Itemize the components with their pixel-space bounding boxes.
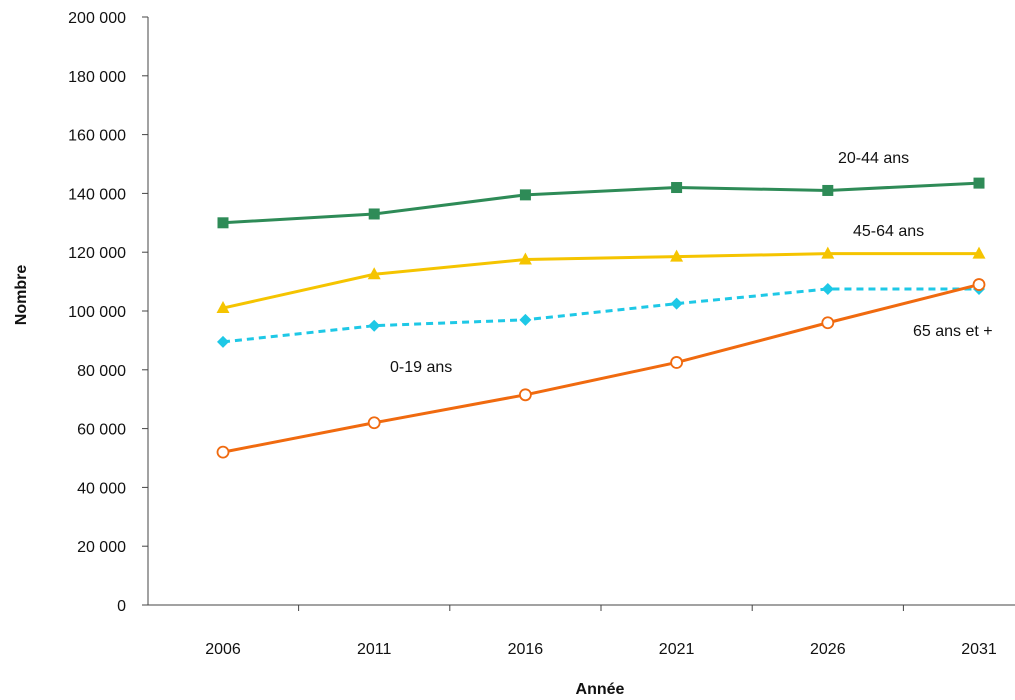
x-tick-label: 2026 — [810, 641, 846, 658]
y-tick-label: 200 000 — [68, 10, 126, 27]
data-point — [519, 313, 532, 326]
x-tick-label: 2011 — [357, 641, 392, 658]
series-45-64-ans — [216, 246, 986, 314]
data-point — [216, 445, 230, 459]
data-point — [519, 388, 532, 402]
x-tick-label: 2021 — [659, 641, 695, 658]
series-line — [222, 252, 979, 310]
data-point — [367, 267, 381, 280]
y-tick-label: 0 — [117, 598, 126, 615]
data-point — [821, 282, 834, 295]
y-axis-title: Nombre — [13, 265, 30, 326]
x-axis-title: Année — [576, 681, 625, 698]
data-point — [368, 319, 381, 332]
x-axis-ticks: 2006 2011 2016 2021 2026 2031 — [205, 605, 997, 658]
series-0-19-ans — [217, 282, 985, 348]
series-labels: 20-44 ans 45-64 ans 0-19 ans 65 ans et + — [390, 150, 993, 376]
data-point — [217, 217, 229, 229]
data-point — [821, 316, 835, 330]
y-axis-ticks: 0 20 000 40 000 60 000 80 000 100 000 120 000 1… — [68, 10, 148, 615]
data-point — [670, 356, 683, 369]
series-65-ans-et- — [216, 278, 986, 459]
data-point — [972, 278, 986, 291]
y-tick-label: 80 000 — [77, 363, 126, 380]
data-point — [216, 301, 230, 314]
data-point — [973, 177, 985, 189]
data-point — [518, 252, 532, 265]
data-point — [972, 246, 986, 259]
series-line — [222, 181, 980, 225]
x-tick-label: 2006 — [205, 641, 241, 658]
series-label: 65 ans et + — [913, 323, 993, 340]
data-point — [368, 208, 380, 220]
series-20-44-ans — [217, 177, 985, 229]
data-point — [671, 182, 683, 194]
data-point — [367, 416, 381, 430]
y-tick-label: 160 000 — [68, 128, 126, 145]
y-tick-label: 140 000 — [68, 186, 126, 203]
series-label: 20-44 ans — [838, 150, 909, 167]
x-tick-label: 2016 — [508, 641, 544, 658]
series-layer — [216, 177, 986, 459]
data-point — [821, 246, 835, 259]
y-tick-label: 100 000 — [68, 304, 126, 321]
x-tick-label: 2031 — [961, 641, 997, 658]
data-point — [670, 297, 683, 310]
y-tick-label: 180 000 — [68, 69, 126, 86]
y-tick-label: 20 000 — [77, 539, 126, 556]
series-line — [222, 283, 980, 454]
axes — [147, 17, 1015, 606]
series-label: 0-19 ans — [390, 359, 452, 376]
y-tick-label: 120 000 — [68, 245, 126, 262]
y-tick-label: 40 000 — [77, 480, 126, 497]
data-point — [822, 184, 834, 196]
y-tick-label: 60 000 — [77, 422, 126, 439]
series-line — [222, 287, 979, 344]
data-point — [670, 249, 684, 262]
series-label: 45-64 ans — [853, 223, 924, 240]
data-point — [519, 189, 531, 201]
data-point — [217, 335, 229, 348]
